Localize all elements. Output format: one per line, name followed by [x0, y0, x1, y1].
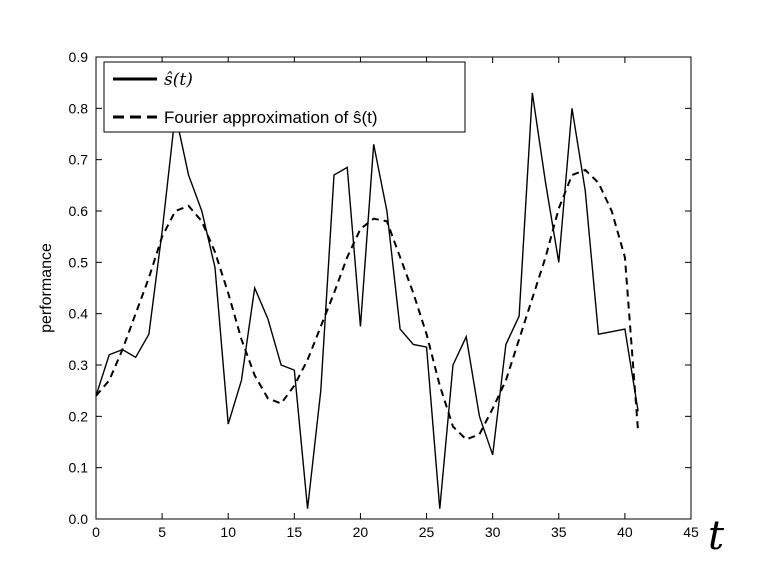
x-tick-label: 10: [220, 524, 236, 540]
series-line-fourier: [95, 168, 640, 441]
y-tick-label: 0.2: [69, 408, 89, 424]
y-tick-label: 0.8: [69, 100, 89, 116]
labels-layer: 0 5 10 15 20 25 30 35 40 45 0.0 0.1 0.2 0.3 0.4 0.5 0.6 0…: [38, 49, 725, 559]
y-tick-label: 0.1: [69, 460, 89, 476]
y-tick-label: 0.6: [69, 203, 89, 219]
y-tick-label: 0.7: [69, 152, 89, 168]
y-axis-label: performance: [38, 243, 55, 333]
legend-label-s-hat: ŝ(t): [164, 70, 193, 90]
y-tick-label: 0.5: [69, 254, 89, 270]
x-tick-label: 20: [353, 524, 369, 540]
y-tick-label: 0.3: [69, 357, 89, 373]
x-tick-label: 25: [419, 524, 435, 540]
series-line-s-hat: [95, 92, 639, 509]
axes-frame: [95, 56, 692, 520]
x-tick-label: 40: [617, 524, 633, 540]
y-tick-label: 0.0: [69, 511, 89, 527]
x-tick-label: 5: [158, 524, 166, 540]
series-layer: [95, 92, 640, 509]
x-tick-label: 0: [92, 524, 100, 540]
x-tick-label: 15: [287, 524, 303, 540]
x-tick-label: 35: [551, 524, 567, 540]
legend-label-fourier: Fourier approximation of ŝ(t): [164, 108, 378, 127]
x-axis-label: t: [708, 513, 725, 559]
legend: ŝ(t) Fourier approximation of ŝ(t): [103, 61, 466, 133]
y-tick-label: 0.4: [69, 306, 89, 322]
y-tick-label: 0.9: [69, 49, 89, 65]
x-tick-label: 45: [683, 524, 699, 540]
axes-layer: [95, 56, 692, 520]
legend-box: [103, 61, 466, 133]
x-tick-label: 30: [485, 524, 501, 540]
